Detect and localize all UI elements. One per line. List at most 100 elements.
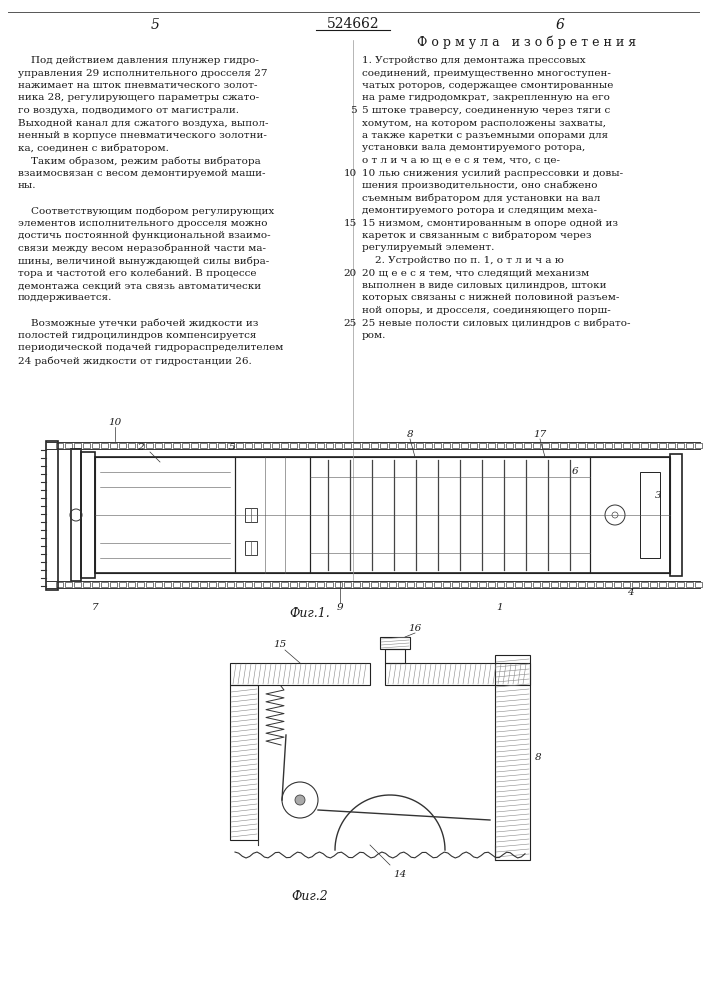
Bar [95, 457, 235, 573]
Text: ка, соединен с вибратором.: ка, соединен с вибратором. [18, 143, 169, 153]
Bar [533, 443, 540, 448]
Bar [101, 443, 108, 448]
Bar [686, 443, 693, 448]
Bar [101, 582, 108, 587]
Bar [218, 582, 225, 587]
Bar [650, 443, 657, 448]
Bar [227, 443, 234, 448]
Bar [209, 443, 216, 448]
Text: 4: 4 [626, 588, 633, 597]
Bar [497, 443, 504, 448]
Bar [191, 443, 198, 448]
Bar [128, 443, 135, 448]
Bar [434, 443, 441, 448]
Bar [605, 582, 612, 587]
Bar [92, 443, 99, 448]
Bar [137, 582, 144, 587]
Bar [353, 443, 360, 448]
Bar [56, 582, 63, 587]
Text: соединений, преимущественно многоступен-: соединений, преимущественно многоступен- [362, 68, 611, 78]
Bar [146, 443, 153, 448]
Text: го воздуха, подводимого от магистрали.: го воздуха, подводимого от магистрали. [18, 106, 239, 115]
Text: 2. Устройство по п. 1, о т л и ч а ю: 2. Устройство по п. 1, о т л и ч а ю [362, 256, 564, 265]
Text: Возможные утечки рабочей жидкости из: Возможные утечки рабочей жидкости из [18, 318, 258, 328]
Text: Под действием давления плунжер гидро-: Под действием давления плунжер гидро- [18, 56, 259, 65]
Bar [515, 443, 522, 448]
Bar [506, 443, 513, 448]
Bar [695, 582, 702, 587]
Bar [407, 582, 414, 587]
Bar [407, 443, 414, 448]
Text: ника 28, регулирующего параметры сжато-: ника 28, регулирующего параметры сжато- [18, 94, 259, 103]
Bar [128, 582, 135, 587]
Text: 9: 9 [337, 603, 344, 612]
Text: шины, величиной вынуждающей силы вибра-: шины, величиной вынуждающей силы вибра- [18, 256, 269, 265]
Bar [560, 582, 567, 587]
Bar [461, 443, 468, 448]
Bar [659, 443, 666, 448]
Bar [74, 443, 81, 448]
Bar [81, 452, 95, 578]
Bar [380, 443, 387, 448]
Bar [497, 582, 504, 587]
Bar [110, 582, 117, 587]
Bar [263, 582, 270, 587]
Text: 15 низмом, смонтированным в опоре одной из: 15 низмом, смонтированным в опоре одной … [362, 219, 618, 228]
Text: полостей гидроцилиндров компенсируется: полостей гидроцилиндров компенсируется [18, 331, 257, 340]
Bar [164, 443, 171, 448]
Circle shape [295, 795, 305, 805]
Text: 2: 2 [136, 443, 144, 452]
Bar [245, 541, 257, 555]
Bar [596, 582, 603, 587]
Bar [677, 582, 684, 587]
Text: чатых роторов, содержащее смонтированные: чатых роторов, содержащее смонтированные [362, 81, 614, 90]
Text: Фиг.1.: Фиг.1. [290, 607, 330, 620]
Bar [398, 443, 405, 448]
Bar [326, 582, 333, 587]
Bar [389, 582, 396, 587]
Bar [83, 582, 90, 587]
Text: а также каретки с разъемными опорами для: а также каретки с разъемными опорами для [362, 131, 608, 140]
Bar [344, 443, 351, 448]
Text: 6: 6 [556, 18, 564, 32]
Bar [479, 443, 486, 448]
Text: 1: 1 [497, 603, 503, 612]
Bar [362, 443, 369, 448]
Bar [551, 443, 558, 448]
Text: на раме гидродомкрат, закрепленную на его: на раме гидродомкрат, закрепленную на ег… [362, 94, 610, 103]
Bar [74, 582, 81, 587]
Bar [524, 443, 531, 448]
Bar [310, 457, 590, 573]
Bar [227, 582, 234, 587]
Text: Ф о р м у л а   и з о б р е т е н и я: Ф о р м у л а и з о б р е т е н и я [417, 35, 636, 49]
Text: установки вала демонтируемого ротора,: установки вала демонтируемого ротора, [362, 143, 585, 152]
Bar [569, 443, 576, 448]
Bar [596, 443, 603, 448]
Text: 10: 10 [344, 168, 357, 178]
Bar [495, 655, 530, 860]
Bar [524, 582, 531, 587]
Bar [470, 443, 477, 448]
Bar [506, 582, 513, 587]
Bar [263, 443, 270, 448]
Text: 20 щ е е с я тем, что следящий механизм: 20 щ е е с я тем, что следящий механизм [362, 268, 589, 277]
Text: 5: 5 [151, 18, 160, 32]
Bar [254, 582, 261, 587]
Bar [434, 582, 441, 587]
Bar [173, 582, 180, 587]
Bar [182, 443, 189, 448]
Text: ны.: ны. [18, 181, 37, 190]
Text: 8: 8 [407, 430, 414, 439]
Bar [452, 582, 459, 587]
Bar [335, 582, 342, 587]
Text: ненный в корпусе пневматического золотни-: ненный в корпусе пневматического золотни… [18, 131, 267, 140]
Bar [230, 663, 370, 685]
Text: управления 29 исполнительного дросселя 27: управления 29 исполнительного дросселя 2… [18, 68, 267, 78]
Text: периодической подачей гидрораспределителем: периодической подачей гидрораспределител… [18, 344, 284, 353]
Bar [308, 582, 315, 587]
Text: тора и частотой его колебаний. В процессе: тора и частотой его колебаний. В процесс… [18, 268, 257, 278]
Bar [659, 582, 666, 587]
Bar [236, 582, 243, 587]
Bar [164, 582, 171, 587]
Text: 14: 14 [393, 870, 407, 879]
